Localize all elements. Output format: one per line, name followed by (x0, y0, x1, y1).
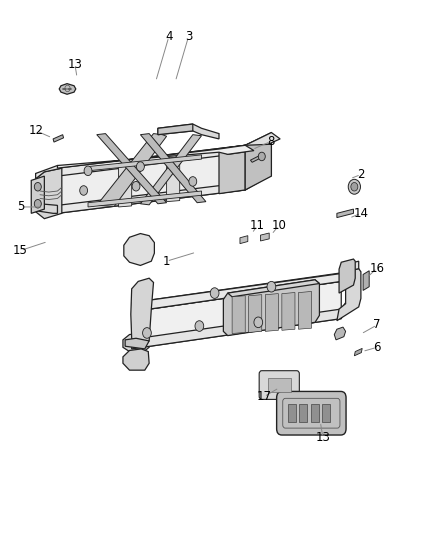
Bar (299, 404, 307, 422)
Circle shape (189, 176, 197, 186)
Polygon shape (245, 133, 272, 190)
Circle shape (80, 185, 88, 195)
Polygon shape (219, 146, 245, 193)
Polygon shape (57, 146, 254, 168)
Polygon shape (31, 176, 44, 213)
Text: 7: 7 (373, 319, 381, 332)
Polygon shape (131, 278, 153, 344)
Polygon shape (251, 155, 263, 163)
Polygon shape (141, 135, 201, 205)
Polygon shape (158, 124, 219, 139)
Text: 8: 8 (267, 135, 274, 148)
Polygon shape (119, 163, 132, 207)
Polygon shape (88, 191, 201, 207)
Circle shape (210, 288, 219, 298)
Text: 13: 13 (315, 431, 330, 444)
Circle shape (348, 179, 360, 194)
Circle shape (195, 321, 204, 332)
Polygon shape (124, 233, 154, 265)
Polygon shape (132, 303, 346, 349)
Polygon shape (261, 233, 269, 241)
Polygon shape (53, 135, 64, 142)
Polygon shape (298, 292, 311, 329)
Polygon shape (245, 144, 272, 190)
Polygon shape (141, 134, 206, 203)
Polygon shape (334, 327, 346, 340)
Circle shape (137, 162, 145, 171)
Bar (288, 404, 296, 422)
Polygon shape (354, 349, 362, 356)
Circle shape (267, 281, 276, 292)
Polygon shape (57, 146, 245, 213)
Circle shape (258, 152, 265, 161)
Polygon shape (245, 133, 280, 151)
Text: 6: 6 (373, 341, 381, 354)
Text: 1: 1 (163, 255, 170, 268)
Polygon shape (228, 280, 319, 297)
Circle shape (351, 182, 358, 191)
Text: 13: 13 (67, 58, 82, 71)
Polygon shape (125, 338, 149, 349)
Circle shape (34, 199, 41, 208)
FancyBboxPatch shape (277, 391, 346, 435)
Polygon shape (35, 165, 62, 179)
Polygon shape (166, 157, 180, 201)
Polygon shape (35, 168, 62, 219)
Circle shape (254, 317, 263, 328)
Circle shape (84, 166, 92, 175)
Polygon shape (132, 266, 346, 312)
Text: 17: 17 (257, 390, 272, 403)
Text: 15: 15 (13, 244, 28, 257)
Polygon shape (158, 124, 193, 135)
Polygon shape (223, 280, 319, 336)
Text: 11: 11 (250, 219, 265, 232)
Text: 5: 5 (17, 200, 24, 213)
Text: 3: 3 (185, 30, 192, 43)
Polygon shape (88, 155, 201, 171)
Polygon shape (363, 271, 369, 290)
Circle shape (143, 328, 151, 338)
Polygon shape (123, 333, 149, 353)
Polygon shape (97, 134, 166, 204)
FancyBboxPatch shape (259, 370, 299, 399)
Polygon shape (232, 296, 245, 334)
Polygon shape (337, 269, 361, 321)
Polygon shape (123, 349, 149, 370)
Polygon shape (35, 204, 57, 213)
Text: 4: 4 (165, 30, 173, 43)
Polygon shape (53, 168, 57, 213)
Circle shape (34, 182, 41, 191)
Polygon shape (132, 281, 341, 349)
Text: 16: 16 (370, 262, 385, 274)
Polygon shape (53, 179, 254, 213)
Polygon shape (337, 209, 353, 217)
Polygon shape (265, 294, 279, 332)
Polygon shape (53, 142, 254, 176)
Polygon shape (346, 261, 359, 272)
Text: 10: 10 (272, 219, 286, 232)
Polygon shape (268, 378, 291, 392)
Polygon shape (97, 134, 166, 206)
Polygon shape (59, 84, 76, 94)
Bar (322, 404, 330, 422)
Polygon shape (132, 273, 346, 312)
Bar (311, 404, 318, 422)
Polygon shape (282, 293, 295, 330)
Text: 12: 12 (29, 124, 44, 138)
Circle shape (132, 181, 140, 191)
Text: 2: 2 (357, 168, 365, 181)
Polygon shape (339, 259, 355, 293)
Polygon shape (219, 146, 254, 155)
Polygon shape (249, 295, 262, 333)
Text: 14: 14 (353, 207, 368, 220)
Polygon shape (240, 236, 248, 244)
